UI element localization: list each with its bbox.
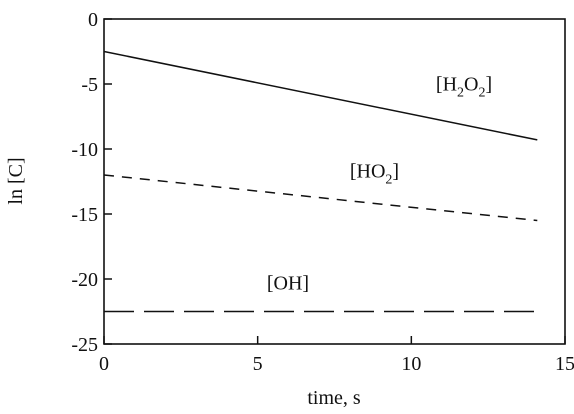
- series-label-part: [H: [436, 74, 457, 96]
- x-tick-label: 10: [401, 353, 421, 375]
- series-label-oh: [OH]: [267, 272, 309, 294]
- series-label-ho2: [HO2]: [350, 161, 399, 188]
- x-tick-label: 15: [555, 353, 574, 375]
- series-label-part: 2: [478, 86, 485, 101]
- y-tick-labels: 0 -5 -10 -15 -20 -25: [71, 9, 98, 356]
- series-label-part: 2: [385, 173, 392, 188]
- y-tick-label: -5: [81, 74, 98, 96]
- series-line-h2o2: [103, 50, 538, 141]
- plot-frame: [103, 18, 566, 345]
- series-label-part: [OH]: [267, 272, 309, 294]
- y-axis-label: ln [C]: [5, 157, 27, 204]
- tick-marks: [103, 18, 566, 345]
- y-tick-label: -25: [71, 334, 98, 356]
- series-label-h2o2: [H2O2]: [436, 74, 492, 101]
- series-lines: [103, 50, 538, 313]
- y-tick-label: 0: [88, 9, 98, 31]
- series-line-ho2: [103, 174, 538, 222]
- y-tick-label: -10: [71, 139, 98, 161]
- series-label-part: ]: [392, 161, 399, 183]
- series-labels: [H2O2][HO2][OH]: [267, 74, 492, 295]
- x-tick-label: 0: [99, 353, 109, 375]
- series-label-part: O: [464, 74, 478, 96]
- series-label-part: 2: [457, 86, 464, 101]
- y-tick-label: -15: [71, 204, 98, 226]
- x-tick-labels: 0 5 10 15: [99, 353, 574, 375]
- series-label-part: [HO: [350, 161, 386, 183]
- y-tick-label: -20: [71, 269, 98, 291]
- x-axis-label: time, s: [307, 387, 361, 409]
- series-label-part: ]: [485, 74, 492, 96]
- x-tick-label: 5: [253, 353, 263, 375]
